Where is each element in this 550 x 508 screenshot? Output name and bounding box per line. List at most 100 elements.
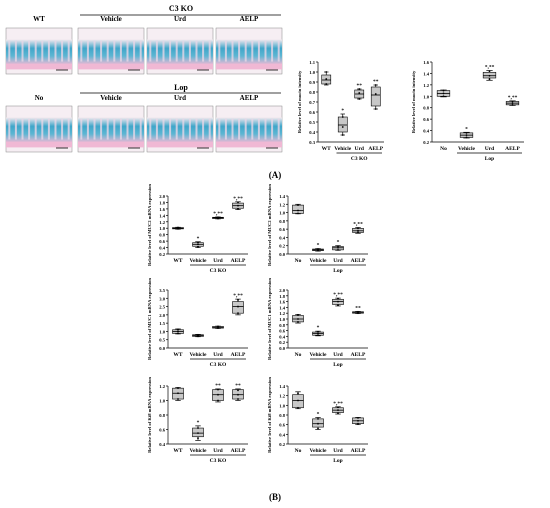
y-tick-label: 1.4	[279, 194, 285, 199]
data-point	[442, 92, 445, 95]
y-tick-label: 1.2	[279, 394, 285, 399]
significance-mark: *,**	[353, 221, 363, 227]
data-point	[341, 134, 344, 136]
y-tick-label: 0.2	[279, 340, 285, 345]
significance-mark: **	[215, 383, 221, 389]
data-point	[177, 226, 179, 229]
y-tick-label: 0.3	[309, 140, 315, 145]
hist-label-wt: WT	[33, 15, 45, 23]
y-axis-label: Relative level of MUC1 mRNA expression	[267, 278, 272, 360]
data-point	[237, 207, 239, 210]
data-point	[297, 318, 299, 320]
y-tick-label: 1.2	[279, 202, 285, 207]
data-point	[465, 131, 468, 134]
box	[292, 204, 304, 214]
data-point	[337, 406, 339, 409]
data-point	[357, 231, 359, 234]
y-tick-label: 1.4	[423, 71, 429, 76]
y-tick-label: 0.8	[159, 413, 165, 418]
y-tick-label: 0.9	[309, 80, 315, 85]
x-tick-label: WT	[173, 258, 183, 264]
data-point	[337, 245, 339, 248]
hist-label-bot-1: Vehicle	[100, 94, 122, 102]
data-point	[237, 389, 239, 392]
y-tick-label: 0.6	[279, 227, 285, 232]
data-point	[177, 332, 179, 335]
x-tick-label: AELP	[351, 352, 366, 358]
y-tick-label: 1.0	[279, 211, 285, 216]
y-tick-label: 2.0	[279, 288, 285, 293]
x-tick-label: Vehicle	[310, 448, 327, 454]
y-tick-label: 1.6	[279, 300, 285, 305]
data-point	[197, 241, 199, 244]
y-tick-label: 3.0	[159, 296, 165, 301]
significance-mark: *,**	[508, 95, 518, 101]
data-point	[317, 332, 319, 335]
data-point	[197, 333, 199, 336]
y-tick-label: 0.8	[279, 219, 285, 224]
x-tick-label: Urd	[213, 448, 222, 454]
significance-mark: *,**	[233, 293, 243, 299]
panel-label-b: (B)	[269, 492, 281, 502]
y-tick-label: 0.8	[159, 233, 165, 238]
y-tick-label: 0.6	[309, 110, 315, 115]
chart-muc1-lop: 0.00.20.40.60.81.01.21.41.61.82.0 Relativ…	[267, 278, 368, 368]
hist-label-top-2: Urd	[174, 15, 186, 23]
y-tick-label: 1.4	[279, 384, 285, 389]
y-tick-label: 0.8	[423, 106, 429, 111]
box	[370, 86, 381, 107]
micrograph-bot-2	[146, 105, 214, 153]
chart-ki67-lop: 0.2 0.4 0.6 0.8 1.0 1.2 1.4 Relative level of K…	[267, 377, 368, 464]
y-tick-label: 0.2	[159, 252, 165, 257]
group-label: Lop	[333, 268, 342, 274]
x-tick-label: Urd	[355, 146, 364, 152]
data-point	[297, 392, 299, 395]
micrograph-top-1	[77, 27, 145, 75]
data-point	[357, 422, 359, 425]
data-point	[337, 412, 339, 414]
y-tick-label: 3.5	[159, 288, 165, 293]
x-tick-label: No	[295, 352, 302, 358]
hist-label-bot-2: Urd	[174, 94, 186, 102]
y-tick-label: 0.8	[279, 413, 285, 418]
y-tick-label: 0.0	[159, 346, 165, 351]
y-tick-label: 0.4	[279, 334, 285, 339]
significance-mark: *,**	[485, 65, 495, 71]
data-point	[317, 330, 319, 333]
data-point	[357, 310, 359, 313]
group-label: C3 KO	[210, 458, 227, 464]
y-tick-label: 1.2	[159, 220, 165, 225]
x-tick-label: No	[440, 146, 447, 152]
significance-mark: **	[357, 83, 363, 89]
y-tick-label: 2.5	[159, 305, 165, 310]
y-tick-label: 1.8	[279, 294, 285, 299]
data-point	[337, 248, 339, 251]
hist-group-lop: Lop	[174, 83, 188, 92]
data-point	[337, 246, 339, 249]
micrograph-top-0	[5, 27, 73, 75]
significance-mark: *	[341, 108, 344, 114]
data-point	[197, 437, 199, 440]
data-point	[325, 71, 328, 73]
data-point	[465, 134, 468, 137]
hist-label-bot-3: AELP	[240, 94, 259, 102]
data-point	[177, 330, 179, 333]
data-point	[237, 398, 239, 400]
y-tick-label: 0.4	[279, 432, 285, 437]
x-tick-label: No	[295, 448, 302, 454]
significance-mark: *	[317, 325, 320, 331]
data-point	[297, 406, 299, 409]
group-label: Lop	[485, 156, 494, 162]
data-point	[511, 102, 514, 105]
data-point	[357, 227, 359, 230]
y-tick-label: 2.0	[159, 194, 165, 199]
hist-group-c3ko: C3 KO	[169, 4, 193, 13]
x-tick-label: Vehicle	[310, 258, 327, 264]
data-point	[357, 229, 359, 232]
significance-mark: **	[373, 79, 379, 85]
y-tick-label: 0.7	[309, 100, 315, 105]
x-tick-label: Urd	[213, 258, 222, 264]
significance-mark: *	[197, 236, 200, 242]
data-point	[297, 209, 299, 212]
data-point	[337, 409, 339, 412]
